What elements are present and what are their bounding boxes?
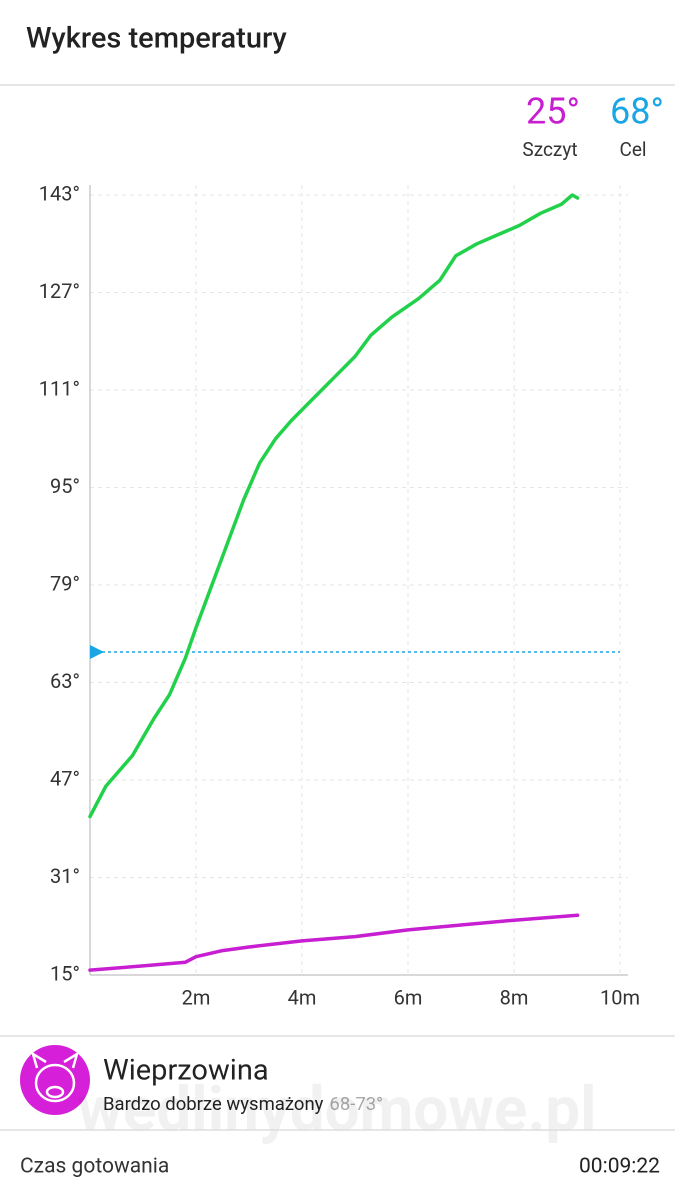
target-value: 68°: [610, 91, 664, 133]
peak-label: Szczyt: [522, 138, 577, 161]
temperature-line: [88, 193, 580, 819]
cooking-time: 00:09:22: [579, 1155, 660, 1179]
meat-icon: [20, 1045, 90, 1115]
y-tick-label: 63°: [50, 669, 80, 693]
cooking-time-label: Czas gotowania: [20, 1155, 169, 1179]
doneness-text: Bardzo dobrze wysmażony: [103, 1093, 324, 1115]
y-tick-label: 111°: [39, 376, 80, 400]
x-tick-label: 4m: [288, 985, 317, 1009]
y-tick-label: 95°: [50, 474, 80, 498]
y-tick-label: 47°: [50, 766, 80, 790]
y-tick-label: 15°: [50, 961, 80, 985]
target-label: Cel: [619, 138, 646, 161]
temperature-line: [88, 913, 580, 972]
x-tick-label: 6m: [394, 985, 423, 1009]
pig-icon: [30, 1051, 80, 1103]
target-marker: [90, 645, 104, 660]
peak-value: 25°: [526, 91, 580, 133]
doneness: Bardzo dobrze wysmażony 68-73°: [103, 1093, 383, 1115]
x-tick-label: 8m: [500, 985, 529, 1009]
temperature-chart: 15° 31° 47° 63° 79° 95° 111° 127° 143° 2m 4m 6m 8m 10…: [39, 181, 640, 1009]
y-tick-label: 127°: [39, 279, 80, 303]
y-tick-label: 143°: [39, 181, 80, 205]
watermark: wedlinydomowe.pl: [77, 1073, 596, 1146]
x-tick-label: 2m: [182, 985, 211, 1009]
page-title: Wykres temperatury: [26, 22, 287, 56]
doneness-range: 68-73°: [329, 1093, 383, 1115]
y-tick-label: 31°: [50, 864, 80, 888]
x-tick-label: 10m: [600, 985, 640, 1009]
y-tick-label: 79°: [50, 571, 80, 595]
recipe-name: Wieprzowina: [103, 1054, 269, 1088]
